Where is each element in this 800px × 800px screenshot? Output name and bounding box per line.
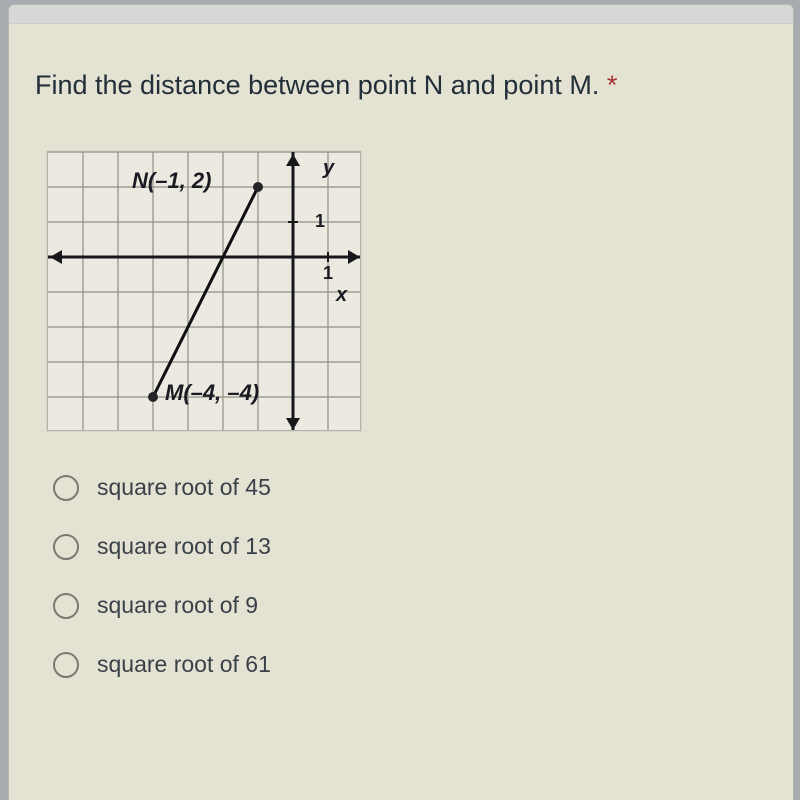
answer-label: square root of 9 [97,592,258,619]
graph-container: y1x1N(–1, 2)M(–4, –4) [47,151,765,436]
answer-list: square root of 45 square root of 13 squa… [53,474,765,678]
svg-text:1: 1 [323,263,333,283]
question-body: Find the distance between point N and po… [35,70,599,100]
answer-option-0[interactable]: square root of 45 [53,474,765,501]
radio-icon [53,475,79,501]
radio-icon [53,652,79,678]
radio-icon [53,534,79,560]
answer-label: square root of 13 [97,533,271,560]
screen-frame: Find the distance between point N and po… [0,0,800,800]
svg-text:x: x [335,284,348,306]
answer-option-1[interactable]: square root of 13 [53,533,765,560]
answer-option-3[interactable]: square root of 61 [53,651,765,678]
svg-text:y: y [322,157,335,179]
quiz-page: Find the distance between point N and po… [8,24,794,800]
answer-label: square root of 61 [97,651,271,678]
radio-icon [53,593,79,619]
required-asterisk: * [607,70,618,100]
browser-tab-bar [8,4,794,24]
svg-text:1: 1 [315,211,325,231]
answer-label: square root of 45 [97,474,271,501]
coordinate-graph: y1x1N(–1, 2)M(–4, –4) [47,151,361,431]
svg-text:M(–4, –4): M(–4, –4) [165,380,259,405]
question-text: Find the distance between point N and po… [35,68,765,103]
svg-text:N(–1, 2): N(–1, 2) [132,168,211,193]
answer-option-2[interactable]: square root of 9 [53,592,765,619]
